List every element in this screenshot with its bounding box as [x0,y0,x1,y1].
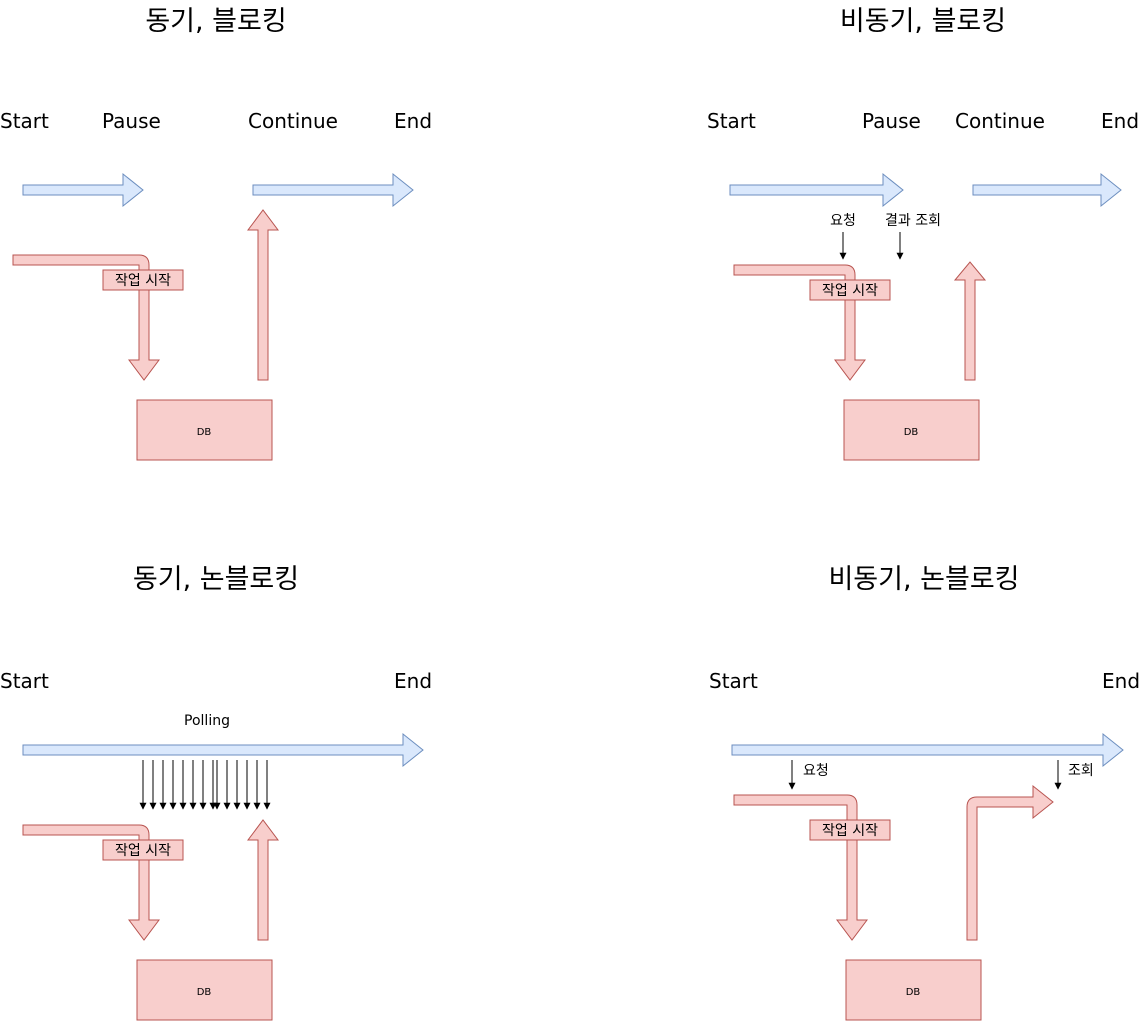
pause-label: Pause [862,109,921,133]
task-arrow-down [12,254,160,381]
start-label: Start [709,669,758,693]
panel-title: 동기, 논블로킹 [133,564,299,595]
result-lookup-label: 결과 조회 [885,213,941,229]
panel-sync-blocking: 동기, 블로킹 Start Pause Continue End 작업 시작 D… [0,6,432,461]
start-label: Start [0,669,49,693]
task-arrow-up [247,209,279,381]
db-box [843,399,980,461]
continue-label: Continue [248,109,338,133]
db-label: DB [904,427,919,438]
main-flow-arrow-before [22,172,144,208]
task-arrow-down [733,794,868,941]
db-box [136,399,273,461]
main-flow-arrow-after [972,172,1122,208]
pause-label: Pause [102,109,161,133]
end-label: End [394,109,432,133]
task-arrow-up [247,819,279,941]
polling-arrows [139,760,271,810]
task-start-label: 작업 시작 [115,273,171,289]
end-label: End [394,669,432,693]
db-label: DB [197,427,212,438]
continue-label: Continue [955,109,1045,133]
panel-title: 비동기, 논블로킹 [828,564,1019,595]
panel-async-blocking: 비동기, 블로킹 Start Pause Continue End 요청 결과 … [707,6,1139,461]
main-flow-arrow [22,732,424,768]
task-arrow-down [733,264,866,381]
end-label: End [1101,109,1139,133]
task-arrow-down [22,824,160,941]
task-start-label: 작업 시작 [822,823,878,839]
main-flow-arrow-before [729,172,904,208]
lookup-label: 조회 [1068,763,1094,779]
task-start-tag [102,839,184,861]
panel-title: 비동기, 블로킹 [840,6,1006,37]
panel-async-nonblocking: 비동기, 논블로킹 Start End 요청 조회 작업 시작 DB [709,564,1140,1021]
task-start-label: 작업 시작 [822,283,878,299]
task-start-tag [809,279,891,301]
request-label: 요청 [803,763,829,779]
task-start-tag [809,819,891,841]
db-label: DB [906,987,921,998]
end-label: End [1102,669,1140,693]
main-flow-arrow [731,732,1124,768]
request-label: 요청 [830,213,856,229]
polling-label: Polling [184,713,230,729]
db-label: DB [197,987,212,998]
task-arrow-up-right [966,784,1054,941]
task-start-label: 작업 시작 [115,843,171,859]
panel-title: 동기, 블로킹 [145,6,286,37]
panel-sync-nonblocking: 동기, 논블로킹 Start End Polling 작업 시작 DB [0,564,432,1021]
start-label: Start [707,109,756,133]
db-box [136,959,273,1021]
task-start-tag [102,269,184,291]
main-flow-arrow-after [252,172,414,208]
start-label: Start [0,109,49,133]
db-box [845,959,982,1021]
task-arrow-up [953,261,987,381]
